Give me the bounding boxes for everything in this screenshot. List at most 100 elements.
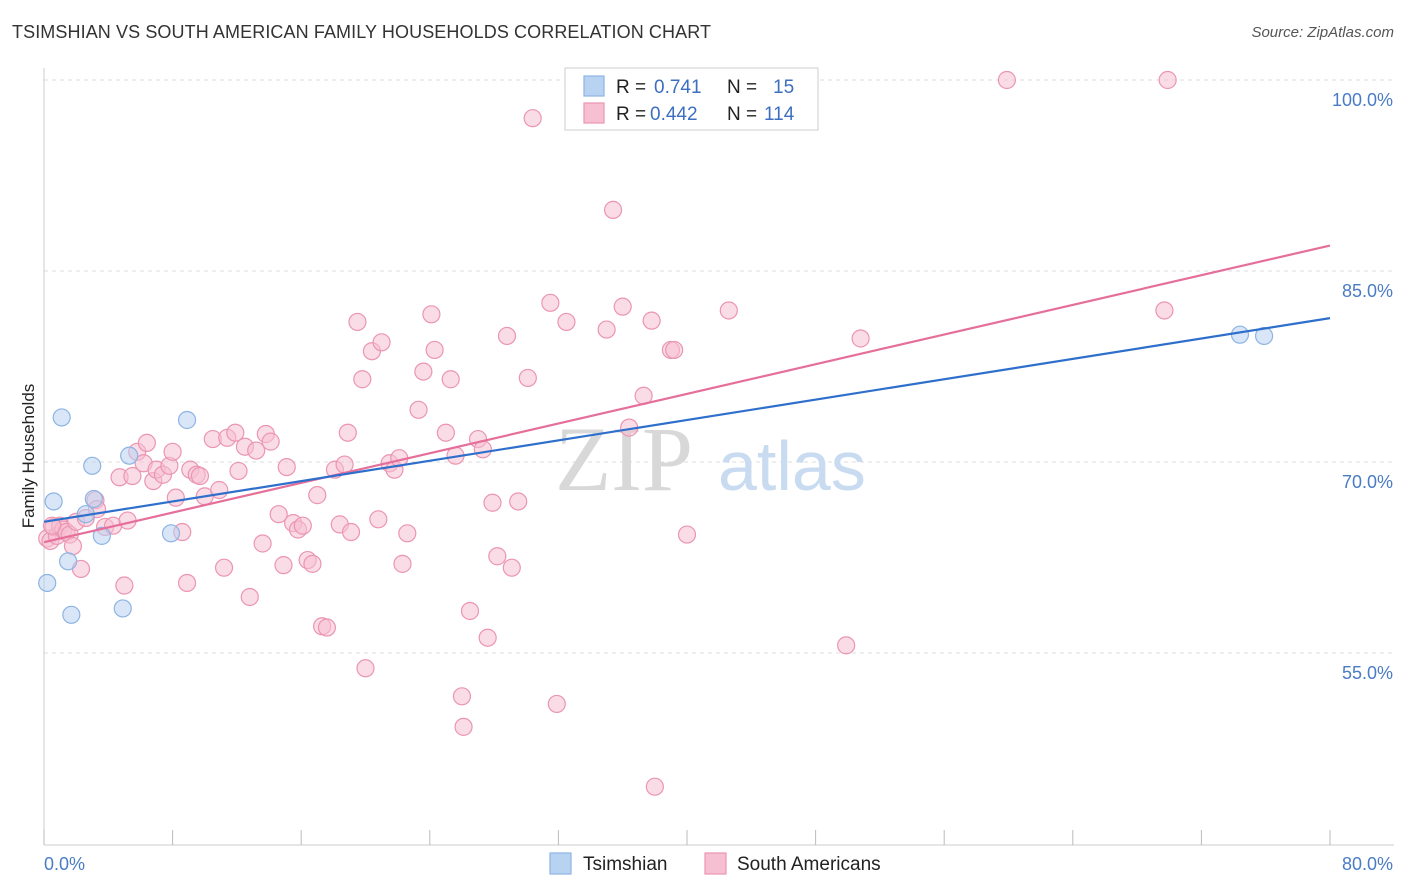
south-americans-point <box>509 492 528 511</box>
south-americans-point <box>338 423 357 442</box>
bottom-legend-label-south-americans: South Americans <box>737 854 881 875</box>
south-americans-point <box>452 687 472 706</box>
south-americans-point <box>483 493 502 512</box>
legend-swatch-tsimshian <box>583 75 605 97</box>
tsimshian-point <box>59 552 78 571</box>
watermark: ZIP atlas <box>555 408 866 510</box>
south-americans-point <box>190 466 210 486</box>
south-americans-point <box>166 488 185 507</box>
south-americans-point <box>541 293 560 312</box>
y-tick-label: 55.0% <box>1342 663 1393 683</box>
south-americans-point <box>63 536 83 556</box>
south-americans-point <box>502 558 521 577</box>
tsimshian-point <box>38 573 57 593</box>
chart-title: TSIMSHIAN VS SOUTH AMERICAN FAMILY HOUSE… <box>12 22 712 42</box>
south-americans-point <box>409 400 428 419</box>
south-americans-point <box>851 329 870 348</box>
x-tick-label: 80.0% <box>1342 854 1393 874</box>
south-americans-point <box>719 301 738 320</box>
south-americans-point <box>425 340 444 360</box>
south-americans-point <box>303 554 322 573</box>
tsimshian-point <box>44 492 63 511</box>
south-americans-point <box>247 441 266 460</box>
south-americans-point <box>436 423 455 442</box>
south-americans-point <box>356 659 375 678</box>
axis-layer: 55.0% 70.0% 85.0% 100.0% 0.0% 80.0% <box>43 68 1394 874</box>
south-americans-point <box>214 558 234 577</box>
tsimshian-point <box>177 410 197 430</box>
bottom-legend-swatch-tsimshian <box>549 852 572 875</box>
south-americans-point <box>645 777 664 796</box>
south-americans-point <box>274 556 293 575</box>
south-americans-point <box>422 305 441 324</box>
south-americans-point <box>454 717 473 736</box>
legend: R = 0.741 N = 15 R = 0.442 N = 114 <box>564 67 819 131</box>
south-americans-point <box>488 547 507 566</box>
south-americans-point <box>523 109 542 128</box>
south-americans-point <box>460 601 480 621</box>
south-americans-trend-line <box>43 244 1331 544</box>
south-americans-point <box>277 457 296 477</box>
tsimshian-point <box>52 408 71 427</box>
tsimshian-trend-line <box>43 317 1331 523</box>
y-tick-label: 85.0% <box>1342 281 1393 301</box>
bottom-legend-label-tsimshian: Tsimshian <box>583 854 667 875</box>
south-americans-point <box>613 297 632 316</box>
watermark-atlas: atlas <box>718 427 866 505</box>
south-americans-point <box>398 524 417 543</box>
south-americans-point <box>837 636 856 655</box>
tsimshian-point <box>92 526 111 545</box>
y-tick-label: 70.0% <box>1342 472 1393 492</box>
south-americans-point <box>478 628 497 647</box>
south-americans-point <box>369 510 388 529</box>
bottom-legend-swatch-south-americans <box>704 852 727 875</box>
y-tick-label: 100.0% <box>1332 90 1393 110</box>
south-americans-point <box>177 573 197 593</box>
south-americans-point <box>1158 70 1177 90</box>
legend-n-label-1: N = <box>727 77 757 98</box>
south-americans-point <box>557 312 576 332</box>
south-americans-point <box>518 368 537 388</box>
south-americans-point <box>393 554 412 573</box>
south-americans-point <box>240 587 259 607</box>
south-americans-point <box>115 576 134 595</box>
legend-n-label-2: N = <box>727 104 757 125</box>
south-americans-point <box>163 442 182 461</box>
tsimshian-point <box>1254 326 1274 346</box>
south-americans-point <box>677 525 697 544</box>
south-americans-point <box>441 370 460 389</box>
south-americans-point <box>353 370 372 389</box>
south-americans-point <box>1155 301 1174 320</box>
south-americans-point <box>123 466 142 486</box>
south-americans-point <box>293 516 312 535</box>
tsimshian-point <box>83 456 102 475</box>
south-americans-point <box>341 522 361 542</box>
bottom-legend: Tsimshian South Americans <box>549 852 881 875</box>
south-americans-point <box>372 333 391 352</box>
legend-r-value-1: 0.741 <box>654 77 702 98</box>
tsimshian-point <box>1230 325 1250 344</box>
south-americans-point <box>317 618 337 637</box>
south-americans-point <box>603 200 623 219</box>
south-americans-point <box>226 423 245 442</box>
south-americans-point <box>642 311 661 330</box>
y-axis-title: Family Households <box>19 384 38 529</box>
legend-box <box>564 67 819 131</box>
south-americans-point <box>665 340 684 360</box>
south-americans-point <box>414 362 433 381</box>
south-americans-point <box>547 694 566 714</box>
trend-layer <box>43 244 1331 544</box>
chart-source: Source: ZipAtlas.com <box>1251 24 1394 41</box>
south-americans-point <box>348 312 367 332</box>
x-tick-label: 0.0% <box>44 854 85 874</box>
legend-r-label-1: R = <box>616 77 646 98</box>
tsimshian-point <box>62 605 81 624</box>
south-americans-point <box>597 320 616 339</box>
legend-n-value-2: 114 <box>764 104 795 125</box>
grid-layer <box>44 79 1394 654</box>
south-americans-point <box>269 505 288 524</box>
south-americans-point <box>261 432 280 451</box>
south-americans-point <box>497 326 517 346</box>
tsimshian-point <box>120 446 139 465</box>
south-americans-point <box>229 461 248 481</box>
